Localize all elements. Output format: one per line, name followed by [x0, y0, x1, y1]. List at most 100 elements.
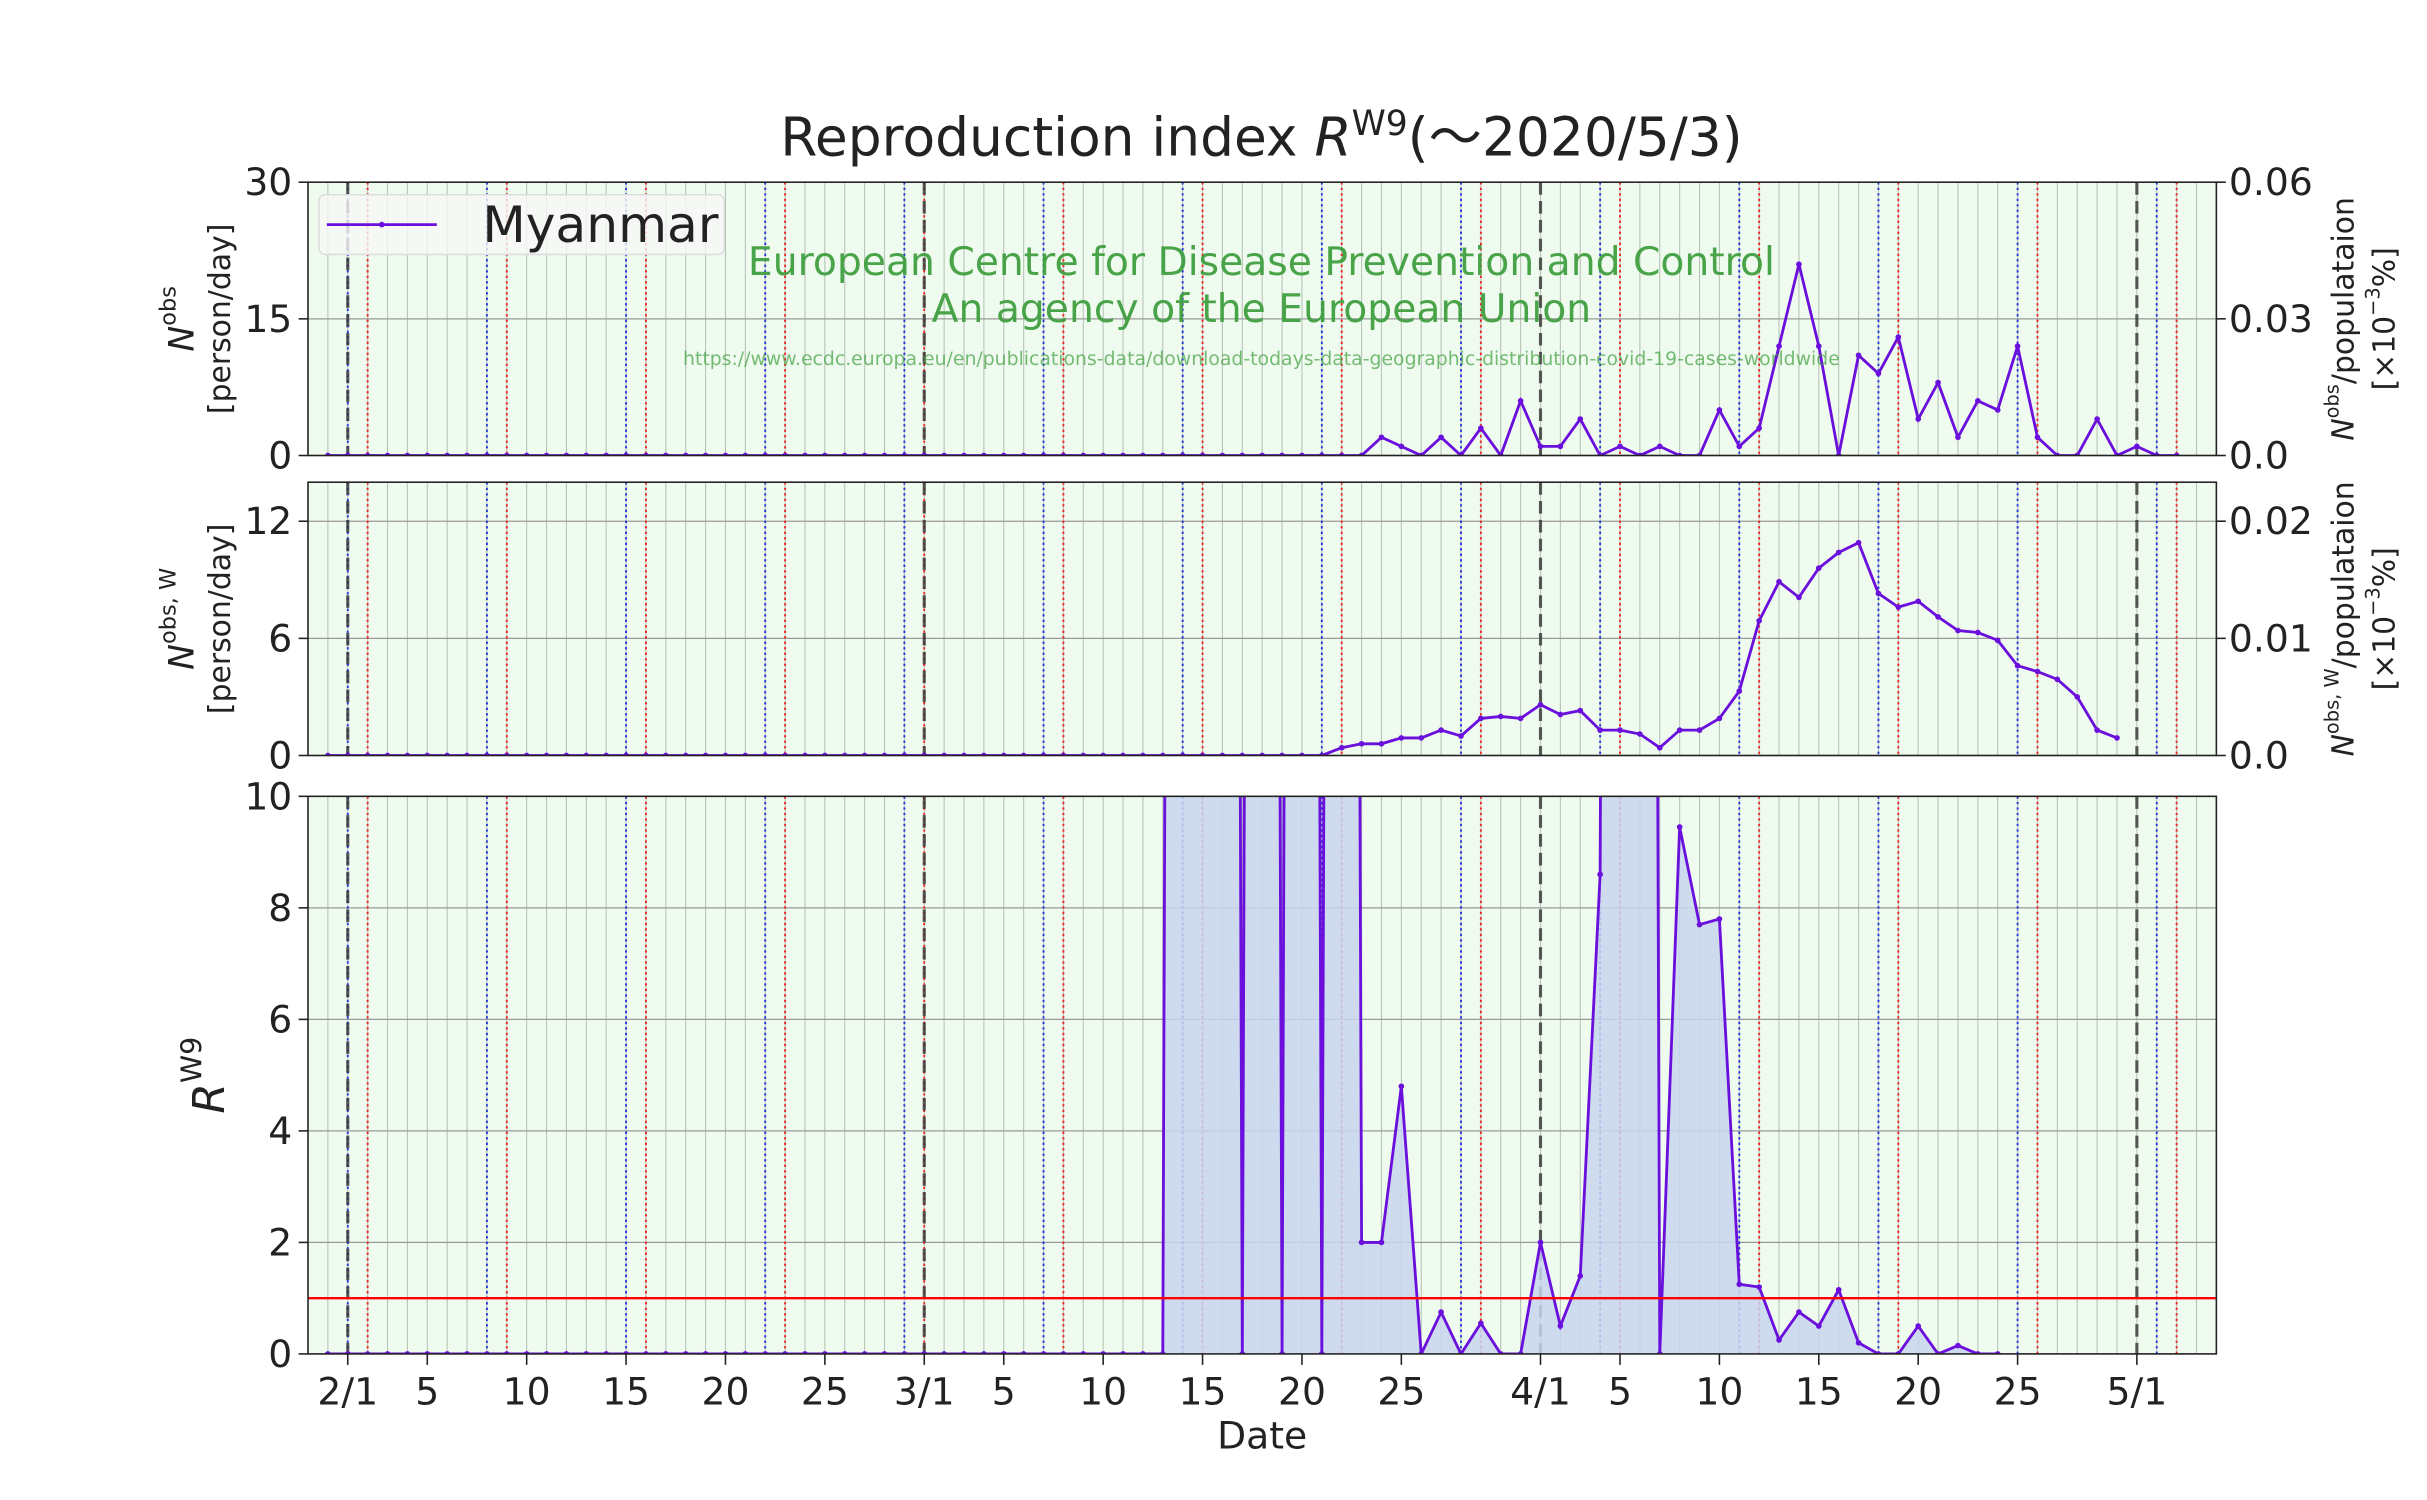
- marker: [1497, 713, 1504, 720]
- y-tick-label: 2: [268, 1220, 292, 1264]
- y-tick-label: 0: [268, 1332, 292, 1376]
- marker: [1895, 604, 1902, 610]
- marker: [1975, 398, 1981, 404]
- x-tick-label: 25: [801, 1370, 849, 1414]
- label-part: [×10: [2367, 316, 2402, 391]
- label-part: [×10: [2367, 616, 2402, 691]
- marker: [1378, 1239, 1385, 1246]
- label-part: obs, W: [156, 568, 182, 644]
- marker: [1935, 614, 1941, 620]
- marker: [1378, 434, 1385, 441]
- marker: [1577, 416, 1584, 422]
- marker: [1875, 590, 1882, 597]
- legend-label: Myanmar: [482, 195, 718, 254]
- marker: [1736, 688, 1743, 694]
- marker: [1736, 1281, 1743, 1288]
- marker: [1557, 443, 1564, 450]
- marker: [1617, 727, 1623, 733]
- label-part: %]: [2367, 247, 2402, 287]
- marker: [1855, 539, 1862, 546]
- label-part: obs: [2320, 384, 2343, 418]
- x-tick-label: 20: [1278, 1370, 1326, 1414]
- y-tick-label: 10: [244, 774, 292, 818]
- marker: [1597, 727, 1603, 733]
- marker: [1835, 549, 1842, 556]
- marker: [1756, 1284, 1762, 1290]
- chart-title: Reproduction index RW9(～2020/5/3): [780, 104, 1742, 168]
- marker: [1776, 343, 1782, 350]
- legend-box: [318, 193, 726, 256]
- y-tick-label: 8: [268, 886, 292, 930]
- marker: [1398, 443, 1405, 450]
- x-tick-label: 10: [503, 1370, 551, 1414]
- axis-label: Nobs, W/populataion: [2320, 481, 2361, 756]
- x-tick-label: 20: [1894, 1370, 1942, 1414]
- y2-tick-label: 0.02: [2229, 499, 2313, 543]
- marker: [1915, 1323, 1922, 1329]
- label-part: N: [2326, 734, 2361, 756]
- marker: [1358, 740, 1365, 747]
- y-tick-label: 4: [268, 1109, 292, 1153]
- x-tick-label: 5: [992, 1370, 1016, 1414]
- marker: [1955, 1342, 1961, 1349]
- marker: [1815, 565, 1822, 571]
- x-tick-label: 2/1: [317, 1370, 378, 1414]
- marker: [1637, 731, 1643, 737]
- x-tick-label: 25: [1377, 1370, 1425, 1414]
- marker: [1815, 343, 1822, 350]
- axis-label: Nobs: [156, 286, 203, 352]
- label-part: /populataion: [2326, 197, 2361, 384]
- axis-label: Nobs/populataion: [2320, 197, 2361, 441]
- marker: [1776, 578, 1782, 585]
- frame: [307, 181, 2218, 457]
- marker: [1358, 1239, 1365, 1246]
- marker: [1438, 1309, 1444, 1315]
- marker: [1478, 425, 1484, 431]
- marker: [1656, 744, 1663, 751]
- marker: [1656, 443, 1663, 450]
- label-part: N: [162, 644, 202, 670]
- marker: [1756, 425, 1762, 431]
- line: [327, 263, 2177, 456]
- marker: [1398, 735, 1405, 741]
- marker: [1696, 727, 1703, 733]
- label-part: obs, W: [2320, 668, 2343, 734]
- x-tick-label: 5/1: [2107, 1370, 2168, 1414]
- marker: [1915, 416, 1922, 422]
- title-text: Reproduction index: [780, 105, 1314, 168]
- y-tick-label: 15: [244, 297, 292, 341]
- title-text: (～2020/5/3): [1408, 105, 1743, 168]
- annotation: https://www.ecdc.europa.eu/en/publicatio…: [683, 349, 1840, 370]
- label-part: N: [2326, 418, 2361, 440]
- y-tick-label: 6: [268, 616, 292, 660]
- label-part: N: [162, 326, 202, 352]
- marker: [1676, 824, 1683, 830]
- marker: [2094, 727, 2100, 733]
- marker: [1736, 443, 1743, 450]
- y-tick-label: 6: [268, 997, 292, 1041]
- x-tick-label: 3/1: [894, 1370, 955, 1414]
- x-tick-label: 15: [1795, 1370, 1843, 1414]
- frame: [307, 481, 2218, 757]
- axis-label: [×10−3%]: [2361, 547, 2402, 690]
- marker: [1418, 735, 1425, 741]
- marker: [2134, 443, 2140, 450]
- marker: [1676, 727, 1683, 733]
- marker: [1935, 379, 1941, 386]
- title-sup: W9: [1352, 104, 1408, 144]
- marker: [1776, 1337, 1782, 1343]
- marker: [1716, 407, 1723, 413]
- marker: [1557, 1323, 1564, 1329]
- marker: [2034, 668, 2041, 675]
- marker: [1955, 627, 1961, 634]
- annotation: European Centre for Disease Prevention a…: [748, 240, 1775, 285]
- y2-tick-label: 0.0: [2229, 433, 2289, 477]
- marker: [2094, 416, 2100, 422]
- marker: [1835, 1286, 1842, 1293]
- marker: [1855, 1339, 1862, 1346]
- y2-tick-label: 0.06: [2229, 160, 2313, 204]
- label-part: −3: [2361, 587, 2384, 616]
- x-tick-label: 10: [1079, 1370, 1127, 1414]
- marker: [1458, 733, 1464, 739]
